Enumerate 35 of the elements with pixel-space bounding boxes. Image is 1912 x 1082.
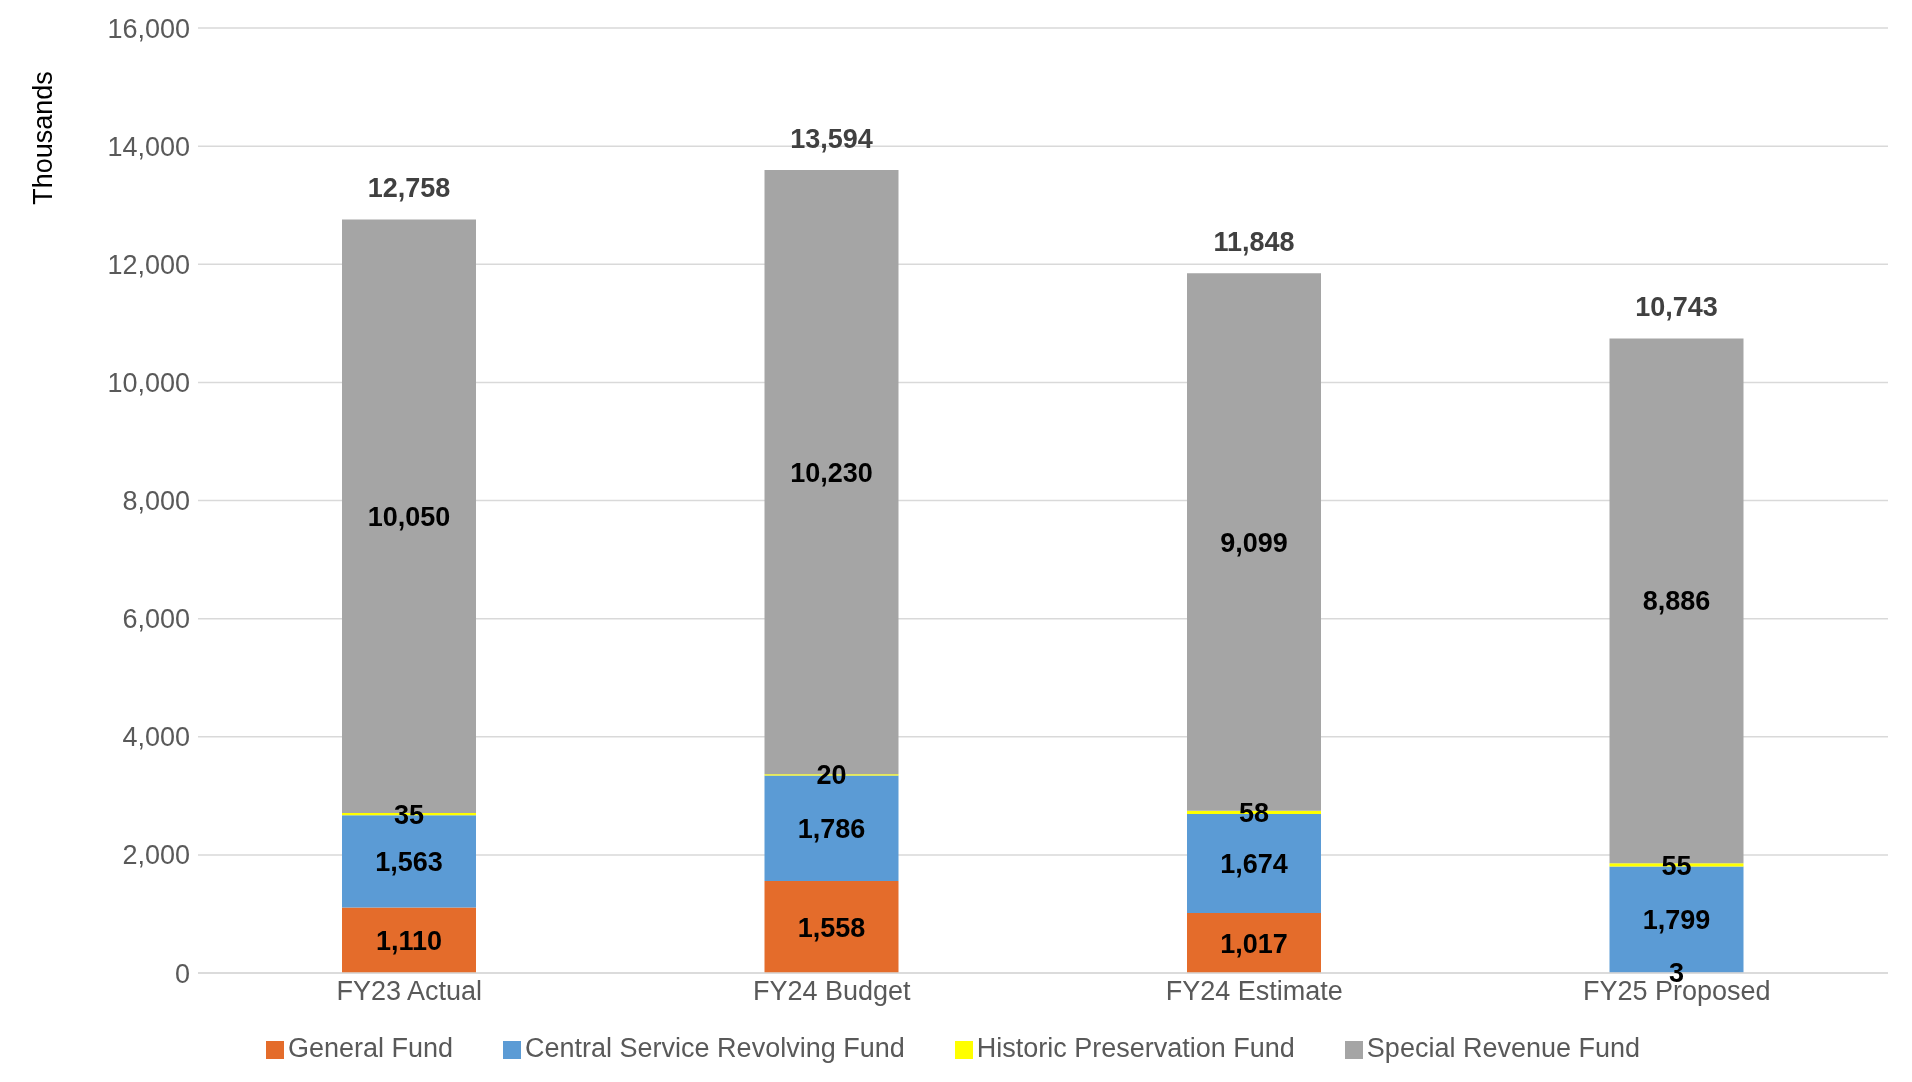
y-tick-label: 4,000 bbox=[122, 722, 190, 753]
total-label: 13,594 bbox=[790, 124, 873, 155]
data-label: 1,110 bbox=[375, 925, 443, 956]
y-tick-label: 16,000 bbox=[107, 13, 190, 44]
legend-label: Historic Preservation Fund bbox=[976, 1033, 1295, 1063]
x-tick-label: FY24 Budget bbox=[752, 976, 912, 1007]
y-tick-label: 10,000 bbox=[107, 367, 190, 398]
data-label: 10,050 bbox=[367, 501, 451, 532]
data-label: 1,674 bbox=[1220, 849, 1288, 880]
data-label: 8,886 bbox=[1642, 586, 1711, 617]
y-axis-title: Thousands bbox=[28, 71, 58, 205]
y-tick-label: 2,000 bbox=[122, 840, 190, 871]
bar bbox=[342, 907, 476, 973]
legend-label: Special Revenue Fund bbox=[1366, 1033, 1641, 1063]
data-label: 1,799 bbox=[1642, 905, 1711, 936]
total-label: 11,848 bbox=[1213, 227, 1295, 258]
bar bbox=[764, 880, 899, 973]
data-label: 1,786 bbox=[797, 813, 866, 844]
legend-label: Central Service Revolving Fund bbox=[525, 1033, 905, 1063]
data-label: 1,558 bbox=[797, 912, 866, 943]
y-tick-label: 0 bbox=[174, 958, 190, 989]
legend-label: General Fund bbox=[287, 1033, 454, 1063]
y-tick-label: 8,000 bbox=[122, 486, 190, 517]
total-label: 12,758 bbox=[367, 173, 451, 204]
x-tick-label: FY23 Actual bbox=[336, 976, 483, 1007]
y-tick-label: 14,000 bbox=[107, 131, 190, 162]
data-label: 1,017 bbox=[1220, 928, 1288, 959]
y-tick-label: 12,000 bbox=[107, 249, 190, 280]
data-label: 9,099 bbox=[1220, 527, 1288, 558]
x-tick-label: FY24 Estimate bbox=[1165, 976, 1343, 1007]
y-tick-label: 6,000 bbox=[122, 604, 190, 635]
data-label: 10,230 bbox=[790, 457, 873, 488]
total-label: 10,743 bbox=[1635, 292, 1718, 323]
data-label: 1,563 bbox=[375, 846, 443, 877]
bar bbox=[1187, 912, 1321, 973]
